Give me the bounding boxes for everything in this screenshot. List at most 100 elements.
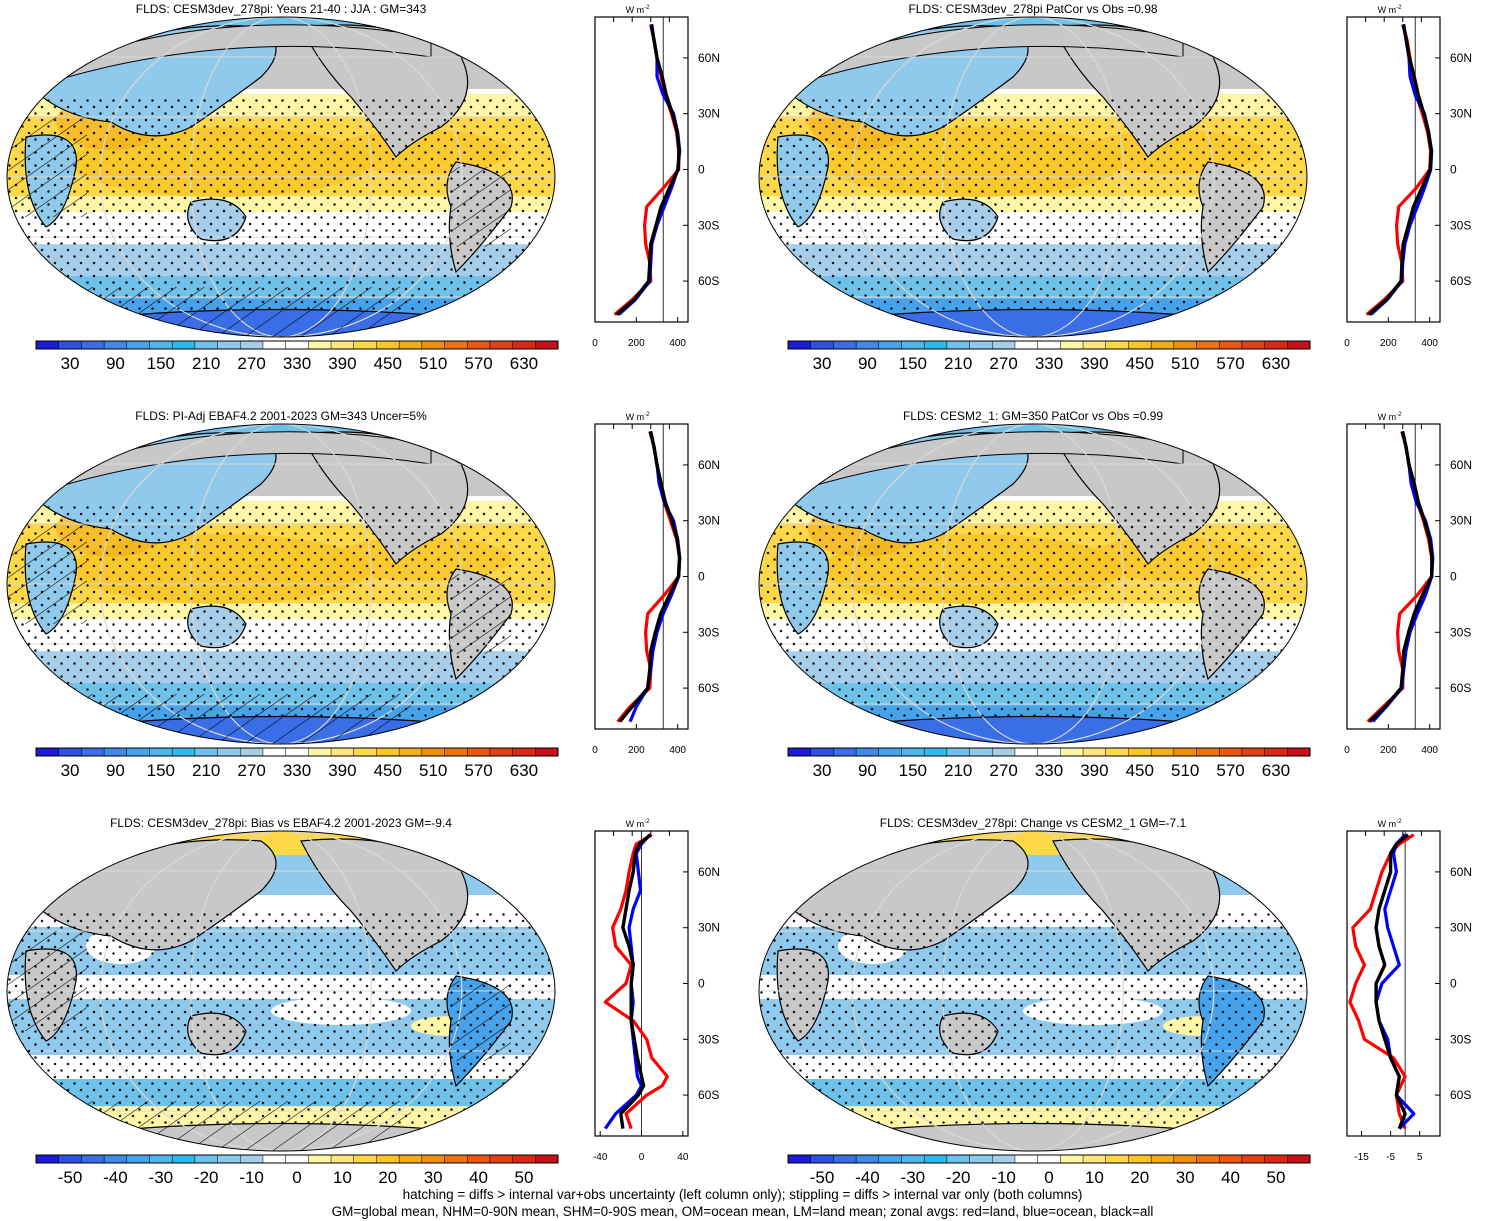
hatching xyxy=(7,524,511,744)
colorbar-swatch xyxy=(171,747,196,757)
colorbar-label: 390 xyxy=(1080,354,1108,373)
colorbar-label: 150 xyxy=(147,761,175,780)
colorbar-label: -20 xyxy=(946,1168,971,1186)
zonal-profile: W m-2 0 200 400 60N 30N 0 30S 60S xyxy=(592,5,720,349)
colorbar-swatch xyxy=(946,340,971,350)
profile-lat-label: 60N xyxy=(698,51,720,65)
colorbar-swatch xyxy=(489,340,514,350)
colorbar-swatch xyxy=(171,340,196,350)
footer-line-2: GM=global mean, NHM=0-90N mean, SHM=0-90… xyxy=(331,1204,1154,1219)
colorbar-swatch xyxy=(787,747,812,757)
colorbar: -50 -40 -30 -20 -10 0 10 20 30 40 50 xyxy=(787,1154,1311,1186)
profile-x-tick-label: 400 xyxy=(669,745,686,756)
hatching xyxy=(7,117,511,337)
colorbar-swatch xyxy=(1150,340,1175,350)
colorbar-swatch xyxy=(353,1154,377,1164)
colorbar-label: 510 xyxy=(1171,354,1199,373)
colorbar-swatch xyxy=(81,1154,105,1164)
colorbar-label: 630 xyxy=(1262,354,1290,373)
colorbar-swatch xyxy=(262,340,287,350)
colorbar-swatch xyxy=(217,747,241,757)
map-outline xyxy=(758,16,1308,338)
colorbar-swatch xyxy=(308,340,332,350)
colorbar-swatch xyxy=(1241,1154,1266,1164)
colorbar-swatch xyxy=(58,747,82,757)
colorbar-swatch xyxy=(1082,1154,1107,1164)
colorbar-label: 210 xyxy=(944,354,972,373)
colorbar-swatch xyxy=(969,747,993,757)
colorbar-swatch xyxy=(240,1154,264,1164)
colorbar-swatch xyxy=(171,1154,196,1164)
colorbar-label: 30 xyxy=(813,354,832,373)
map-field xyxy=(7,831,555,1151)
colorbar-swatch xyxy=(855,340,880,350)
profile-x-tick-label: 5 xyxy=(1417,1152,1423,1163)
profile-lat-label: 60N xyxy=(1450,458,1472,472)
colorbar-swatch xyxy=(149,340,173,350)
profile-frame xyxy=(1346,16,1441,323)
colorbar-label: 50 xyxy=(1266,1168,1285,1186)
colorbar-swatch xyxy=(1196,1154,1220,1164)
colorbar-swatch xyxy=(787,340,812,350)
colorbar-swatch xyxy=(1287,1154,1311,1164)
colorbar-label: -10 xyxy=(991,1168,1016,1186)
colorbar-frame xyxy=(35,747,559,757)
colorbar-label: 150 xyxy=(899,354,927,373)
profile-lat-label: 30N xyxy=(698,107,720,121)
profile-lat-label: 30N xyxy=(698,514,720,528)
colorbar-swatch xyxy=(444,747,468,757)
colorbar-label: 20 xyxy=(378,1168,397,1186)
colorbar-swatch xyxy=(35,340,60,350)
colorbar-swatch xyxy=(466,1154,491,1164)
colorbar-label: 510 xyxy=(419,354,447,373)
colorbar-swatch xyxy=(103,1154,128,1164)
colorbar-label: 330 xyxy=(1035,354,1063,373)
profile-x-tick-label: 400 xyxy=(1421,745,1438,756)
colorbar-swatch xyxy=(240,747,264,757)
colorbar-swatch xyxy=(421,1154,446,1164)
map-outline xyxy=(6,423,556,745)
profile-x-tick-label: 400 xyxy=(1421,338,1438,349)
colorbar-swatch xyxy=(946,747,971,757)
profile-x-tick-label: -15 xyxy=(1354,1152,1369,1163)
panel-5: FLDS: CESM3dev_278pi: Bias vs EBAF4.2 20… xyxy=(6,816,720,1186)
colorbar-swatch xyxy=(103,747,128,757)
profile-frame xyxy=(594,423,689,730)
colorbar-label: 30 xyxy=(1176,1168,1195,1186)
profile-lat-label: 30N xyxy=(1450,514,1472,528)
colorbar-swatch xyxy=(969,340,993,350)
colorbar-swatch xyxy=(1150,747,1175,757)
colorbar-label: 90 xyxy=(858,354,877,373)
profile-unit-label: W m-2 xyxy=(626,819,650,829)
colorbar-label: 30 xyxy=(813,761,832,780)
colorbar-frame xyxy=(787,747,1311,757)
colorbar-label: 10 xyxy=(333,1168,352,1186)
profile-lat-label: 30S xyxy=(1450,625,1471,639)
colorbar-swatch xyxy=(878,747,903,757)
colorbar-label: 270 xyxy=(237,354,265,373)
colorbar-swatch xyxy=(1037,1154,1061,1164)
colorbar: 30 90 150 210 270 330 390 450 510 570 630 xyxy=(35,747,559,780)
colorbar-label: 210 xyxy=(192,761,220,780)
profile-lat-label: 30N xyxy=(1450,107,1472,121)
colorbar-label: 90 xyxy=(106,354,125,373)
colorbar-swatch xyxy=(81,340,105,350)
colorbar-swatch xyxy=(103,340,128,350)
colorbar-label: 150 xyxy=(899,761,927,780)
colorbar-swatch xyxy=(376,1154,400,1164)
colorbar-swatch xyxy=(1014,1154,1039,1164)
panel-3: FLDS: PI-Adj EBAF4.2 2001-2023 GM=343 Un… xyxy=(6,409,720,780)
profile-x-tick-label: -5 xyxy=(1386,1152,1395,1163)
colorbar-label: 50 xyxy=(514,1168,533,1186)
colorbar-swatch xyxy=(923,340,948,350)
colorbar-swatch xyxy=(376,747,400,757)
colorbar-swatch xyxy=(330,340,355,350)
profile-unit-label: W m-2 xyxy=(1378,819,1402,829)
colorbar-swatch xyxy=(1037,747,1061,757)
colorbar-swatch xyxy=(444,340,468,350)
colorbar-swatch xyxy=(833,340,857,350)
colorbar-label: 450 xyxy=(1126,354,1154,373)
profile-unit-label: W m-2 xyxy=(626,412,650,422)
colorbar-swatch xyxy=(535,340,559,350)
colorbar-swatch xyxy=(1060,1154,1084,1164)
